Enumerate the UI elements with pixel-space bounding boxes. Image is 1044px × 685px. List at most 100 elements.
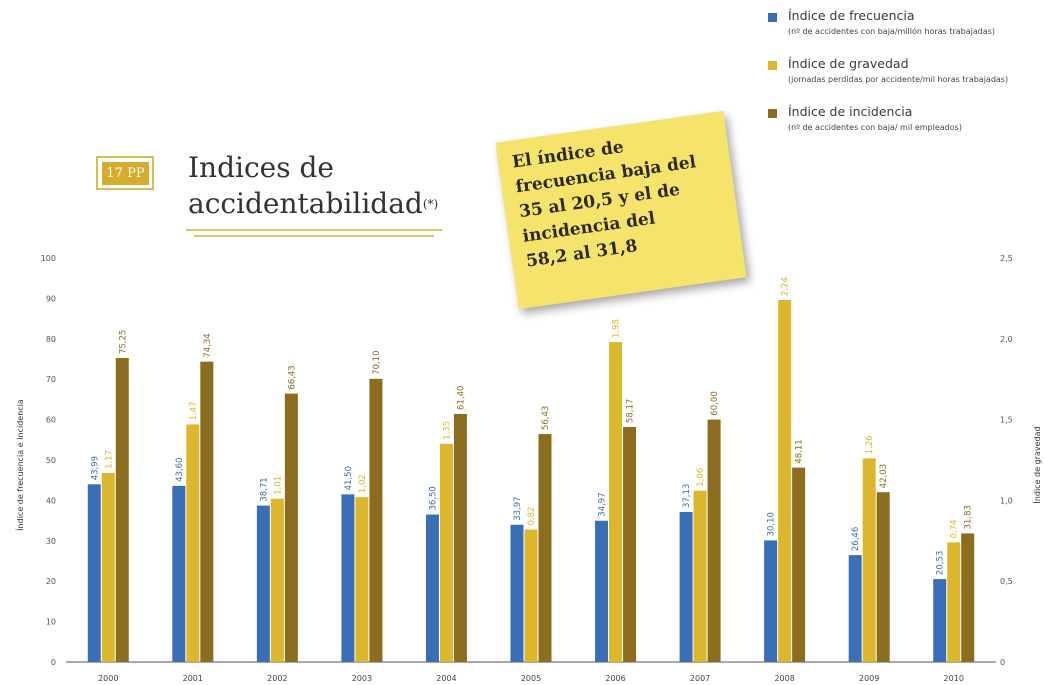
data-label: 66,43 <box>287 365 297 389</box>
bar <box>933 579 947 662</box>
y-tick-label: 10 <box>46 618 56 627</box>
bar <box>200 361 214 662</box>
x-tick-label: 2003 <box>352 674 372 683</box>
data-label: 48,11 <box>795 439 805 463</box>
legend-swatch-incidencia <box>768 109 777 118</box>
bar <box>439 443 453 662</box>
bar <box>595 520 609 662</box>
bar <box>538 434 552 662</box>
y-tick-label: 70 <box>46 375 56 384</box>
legend-note: (jornadas perdidas por accidente/mil hor… <box>788 75 1009 84</box>
y-tick-label: 30 <box>46 537 56 546</box>
y-right-tick-label: 2,5 <box>1000 254 1013 263</box>
title-line-1: Indices de <box>188 151 334 184</box>
bar <box>355 497 369 662</box>
page-badge-label: 17 PP <box>102 162 149 185</box>
y-tick-label: 20 <box>46 577 56 586</box>
y-tick-label: 60 <box>46 416 56 425</box>
data-label: 34,97 <box>598 492 608 516</box>
title-underline <box>194 235 434 237</box>
bar <box>623 426 637 662</box>
y-right-tick-label: 0,5 <box>1000 577 1013 586</box>
data-label: 0,82 <box>527 507 537 526</box>
data-label: 38,71 <box>259 477 269 501</box>
bar <box>778 300 792 662</box>
bar <box>707 419 721 662</box>
bar <box>186 424 200 662</box>
legend-swatch-frecuencia <box>768 13 777 22</box>
title-superscript: (*) <box>422 197 439 211</box>
bar <box>101 472 115 662</box>
sticky-note: El índice de frecuencia baja del 35 al 2… <box>495 110 747 310</box>
data-label: 61,40 <box>456 386 466 410</box>
legend-item-frecuencia: Índice de frecuencia (nº de accidentes c… <box>768 8 1044 56</box>
data-label: 42,03 <box>879 464 889 488</box>
bar <box>172 485 186 662</box>
bar <box>848 555 862 662</box>
legend-item-gravedad: Índice de gravedad (jornadas perdidas po… <box>768 56 1044 104</box>
y-right-tick-label: 1,0 <box>1000 496 1013 505</box>
data-label: 58,17 <box>626 399 636 423</box>
y-right-tick-label: 2,0 <box>1000 335 1013 344</box>
legend-label: Índice de gravedad <box>788 56 909 71</box>
data-label: 70,10 <box>372 350 382 374</box>
data-label: 36,50 <box>428 486 438 510</box>
bar <box>284 393 298 662</box>
bar <box>341 494 355 662</box>
sticky-note-text: El índice de frecuencia baja del 35 al 2… <box>511 121 740 275</box>
bar <box>792 467 806 662</box>
bar <box>609 342 623 662</box>
x-tick-label: 2000 <box>98 674 118 683</box>
data-label: 1,35 <box>442 421 452 440</box>
y-right-tick-label: 1,5 <box>1000 416 1013 425</box>
bar <box>764 540 778 662</box>
data-label: 1,47 <box>189 402 199 421</box>
y-axis-title: Índice de frecuencia e Incidencia <box>14 399 25 531</box>
data-label: 0,74 <box>950 519 960 538</box>
data-label: 31,83 <box>964 505 974 529</box>
legend-swatch-gravedad <box>768 61 777 70</box>
data-label: 26,46 <box>851 527 861 551</box>
bar <box>256 505 270 662</box>
legend-label: Índice de frecuencia <box>788 8 915 23</box>
title-underline <box>186 229 442 231</box>
bar <box>693 490 707 662</box>
bar <box>524 529 538 662</box>
bar <box>510 524 524 662</box>
data-label: 1,06 <box>696 468 706 487</box>
y-tick-label: 90 <box>46 294 56 303</box>
y-right-tick-label: 0 <box>1000 658 1005 667</box>
legend-note: (nº de accidentes con baja/ mil empleado… <box>788 123 962 132</box>
data-label: 56,43 <box>541 406 551 430</box>
bar <box>876 492 890 662</box>
x-tick-label: 2008 <box>774 674 794 683</box>
title-line-2-text: accidentabilidad <box>188 187 423 220</box>
bar <box>425 514 439 662</box>
data-label: 43,99 <box>90 456 100 480</box>
bar <box>679 511 693 662</box>
data-label: 43,60 <box>175 458 185 482</box>
data-label: 30,10 <box>767 512 777 536</box>
data-label: 1,26 <box>865 435 875 454</box>
data-label: 1,02 <box>358 474 368 493</box>
bar <box>453 413 467 662</box>
y-tick-label: 40 <box>46 496 56 505</box>
x-tick-label: 2002 <box>267 674 287 683</box>
y-tick-label: 50 <box>46 456 56 465</box>
y-tick-label: 100 <box>41 254 56 263</box>
bar <box>369 378 383 662</box>
data-label: 2,24 <box>781 277 791 296</box>
data-label: 41,50 <box>344 466 354 490</box>
x-tick-label: 2010 <box>944 674 964 683</box>
title-line-2: accidentabilidad(*) <box>188 186 438 222</box>
legend: Índice de frecuencia (nº de accidentes c… <box>768 8 1044 152</box>
x-tick-label: 2004 <box>436 674 456 683</box>
page-badge: 17 PP <box>96 156 154 190</box>
data-label: 20,53 <box>936 551 946 575</box>
data-label: 1,01 <box>273 476 283 495</box>
y-right-axis-title: Índice de gravedad <box>1031 426 1042 503</box>
legend-item-incidencia: Índice de incidencia (nº de accidentes c… <box>768 104 1044 152</box>
data-label: 60,00 <box>710 391 720 415</box>
data-label: 37,13 <box>682 484 692 508</box>
